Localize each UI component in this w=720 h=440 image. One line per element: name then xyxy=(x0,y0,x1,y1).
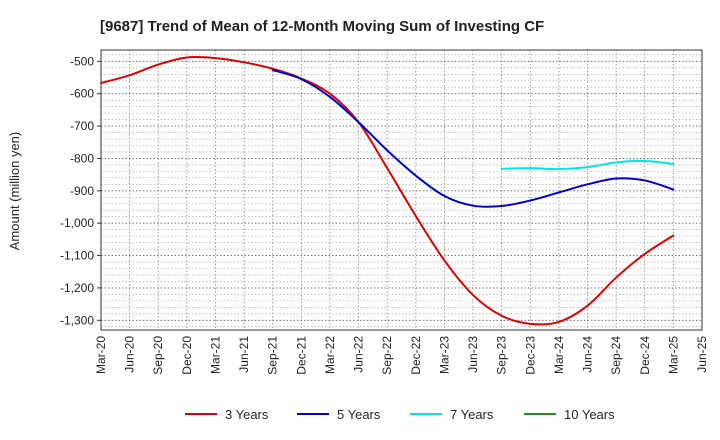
y-tick-label: -1,100 xyxy=(60,249,94,263)
plot-background xyxy=(101,50,702,330)
x-tick-label: Dec-24 xyxy=(638,336,652,375)
legend-label-3-years: 3 Years xyxy=(225,407,269,422)
y-tick-label: -600 xyxy=(70,87,94,101)
x-tick-label: Sep-24 xyxy=(609,336,623,375)
y-tick-label: -1,200 xyxy=(60,281,94,295)
y-tick-label: -1,000 xyxy=(60,216,94,230)
x-tick-label: Sep-20 xyxy=(151,336,165,375)
x-tick-label: Jun-20 xyxy=(123,336,137,373)
x-tick-label: Jun-24 xyxy=(581,336,595,373)
series-line-5-years xyxy=(271,69,675,208)
x-tick-label: Jun-23 xyxy=(466,336,480,373)
x-tick-label: Sep-22 xyxy=(380,336,394,375)
plot-area: Mar-20 Jun-20 Sep-20 Dec-20 Mar-21 Jun-21 Sep-… xyxy=(60,49,709,375)
y-axis-title: Amount (million yen) xyxy=(7,132,22,251)
chart-title: [9687] Trend of Mean of 12-Month Moving … xyxy=(100,18,544,35)
y-tick-label: -800 xyxy=(70,151,94,165)
x-tick-label: Dec-21 xyxy=(294,336,308,375)
legend-label-7-years: 7 Years xyxy=(450,407,494,422)
x-tick-label: Jun-21 xyxy=(237,336,251,373)
y-tick-label: -1,300 xyxy=(60,313,94,327)
x-tick-label: Jun-22 xyxy=(352,336,366,373)
x-tick-label: Mar-20 xyxy=(94,336,108,374)
plot-frame xyxy=(100,49,703,331)
x-tick-label: Mar-25 xyxy=(666,336,680,374)
legend-label-10-years: 10 Years xyxy=(564,407,615,422)
x-tick-label: Mar-21 xyxy=(208,336,222,374)
series-line-3-years xyxy=(100,55,675,326)
y-tick-label: -500 xyxy=(70,54,94,68)
y-tick-label: -900 xyxy=(70,184,94,198)
y-tick-label: -700 xyxy=(70,119,94,133)
x-tick-label: Sep-21 xyxy=(266,336,280,375)
x-tick-label: Dec-22 xyxy=(409,336,423,375)
x-tick-label: Mar-24 xyxy=(552,336,566,374)
x-tick-label: Mar-23 xyxy=(437,336,451,374)
x-tick-label: Dec-20 xyxy=(180,336,194,375)
series-line-7-years xyxy=(500,159,675,171)
x-tick-label: Jun-25 xyxy=(695,336,709,373)
legend: 3 Years 5 Years 7 Years 10 Years xyxy=(185,407,615,422)
x-tick-label: Mar-22 xyxy=(323,336,337,374)
legend-label-5-years: 5 Years xyxy=(337,407,381,422)
x-tick-label: Dec-23 xyxy=(523,336,537,375)
x-tick-label: Sep-23 xyxy=(495,336,509,375)
